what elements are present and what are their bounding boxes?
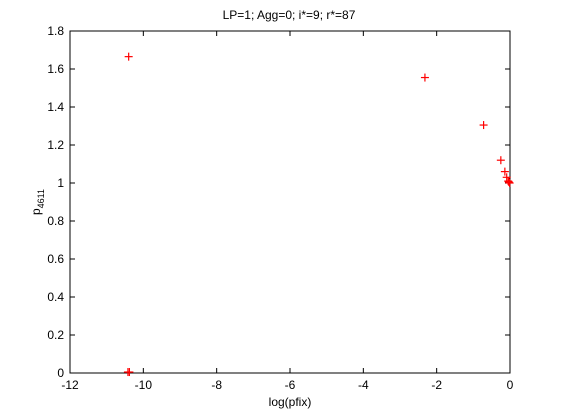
y-tick-label: 0.2 xyxy=(47,328,64,342)
data-point xyxy=(124,52,133,61)
x-tick-label: -6 xyxy=(285,378,296,392)
y-axis-title: p4611 xyxy=(29,189,46,215)
x-tick-label: -2 xyxy=(431,378,442,392)
data-point xyxy=(502,173,511,182)
y-tick-label: 0 xyxy=(57,366,64,380)
data-point xyxy=(504,177,513,186)
y-tick-label: 1.8 xyxy=(47,24,64,38)
y-tick-label: 1 xyxy=(57,176,64,190)
x-tick-label: -10 xyxy=(135,378,153,392)
data-point xyxy=(125,368,134,377)
y-tick-label: 0.8 xyxy=(47,214,64,228)
axis-ticks: -12 -10 -8 -6 -4 -2 0 0 0.2 0.4 0.6 0.8 1 1.2 1.4 1.6 1.… xyxy=(47,24,513,392)
y-tick-label: 0.4 xyxy=(47,290,64,304)
y-tick-label: 1.4 xyxy=(47,100,64,114)
y-tick-label: 0.6 xyxy=(47,252,64,266)
data-point xyxy=(505,179,514,187)
plot-area xyxy=(69,30,511,374)
x-tick-label: -8 xyxy=(211,378,222,392)
y-tick-label: 1.6 xyxy=(47,62,64,76)
data-point xyxy=(500,167,509,176)
data-point xyxy=(479,121,488,130)
x-tick-label: -4 xyxy=(358,378,369,392)
data-points xyxy=(123,52,514,377)
x-axis-title: log(pfix) xyxy=(269,395,312,409)
chart-title: LP=1; Agg=0; i*=9; r*=87 xyxy=(223,8,356,22)
data-point xyxy=(420,73,429,82)
y-axis-title-main: p xyxy=(29,208,43,215)
data-point xyxy=(504,178,513,187)
y-axis-title-subscript: 4611 xyxy=(36,189,46,208)
data-point xyxy=(496,156,505,165)
x-tick-label: -12 xyxy=(61,378,79,392)
x-tick-label: 0 xyxy=(507,378,514,392)
y-tick-label: 1.2 xyxy=(47,138,64,152)
